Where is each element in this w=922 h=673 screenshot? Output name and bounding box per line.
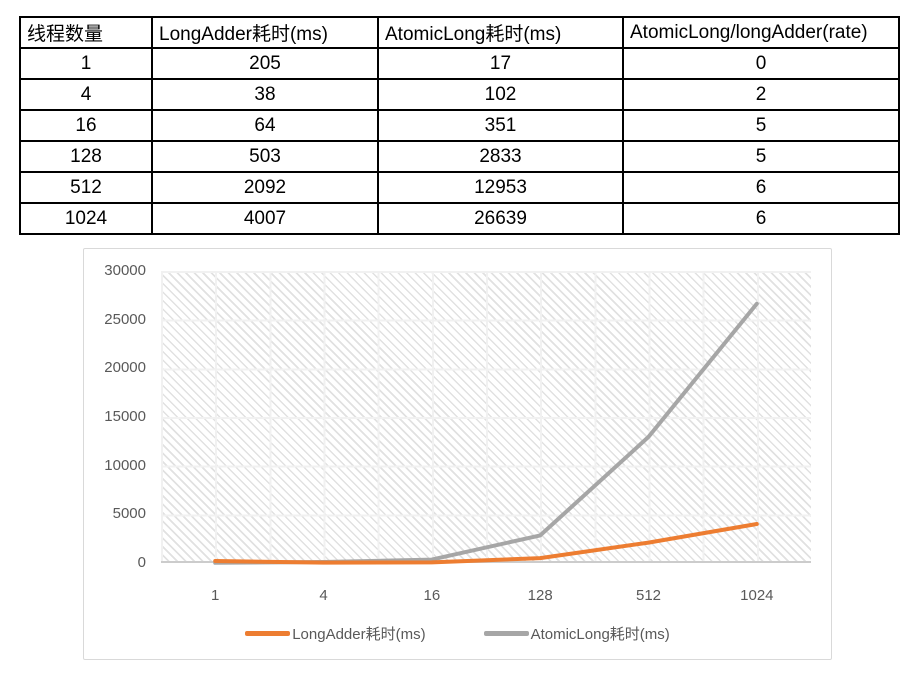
table-cell: 503 [151,140,379,173]
y-axis-tick-label: 30000 [104,262,146,279]
x-axis-tick-label: 1 [210,587,220,604]
legend-label-atomiclong: AtomicLong耗时(ms) [530,626,670,643]
table-cell: 64 [151,109,379,142]
table-row: 128 503 2833 5 [19,140,900,173]
y-axis-tick-label: 0 [137,554,146,571]
y-axis-tick-label: 15000 [104,408,146,425]
table-header-rate: AtomicLong/longAdder(rate) [622,16,900,49]
table-cell: 17 [377,47,624,80]
series-line-atomiclong [213,301,759,565]
series-line-longadder [213,522,759,565]
legend-line-swatch-longadder [245,631,291,636]
table-cell: 0 [622,47,900,80]
x-axis-tick-label: 4 [319,587,328,604]
table-head: 线程数量 LongAdder耗时(ms) AtomicLong耗时(ms) At… [19,16,900,49]
table-header-row: 线程数量 LongAdder耗时(ms) AtomicLong耗时(ms) At… [19,16,900,49]
table-header-threads: 线程数量 [19,16,153,49]
x-axis-tick-label: 16 [423,587,441,604]
table-cell: 6 [622,171,900,204]
table-cell: 1 [19,47,153,80]
y-axis-tick-label: 10000 [104,456,146,474]
table-cell: 1024 [19,202,153,235]
table-cell: 5 [622,140,900,173]
table-cell: 2833 [377,140,624,173]
table-cell: 128 [19,140,153,173]
benchmark-table: 线程数量 LongAdder耗时(ms) AtomicLong耗时(ms) At… [19,16,900,235]
table-cell: 16 [19,109,153,142]
table-cell: 4 [19,78,153,111]
plot-area-hatch-background [161,271,811,563]
table-cell: 5 [622,109,900,142]
table-cell: 6 [622,202,900,235]
table-body: 1 205 17 0 4 38 102 2 16 64 351 5 128 503 2833 5 512 2092… [19,47,900,235]
table-cell: 512 [19,171,153,204]
table-cell: 12953 [377,171,624,204]
table-cell: 38 [151,78,379,111]
line-chart: LongAdder耗时(ms) AtomicLong耗时(ms) 30000 250… [83,248,832,660]
table-cell: 2092 [151,171,379,204]
legend-line-swatch-atomiclong [483,631,529,636]
table-row: 1 205 17 0 [19,47,900,80]
table-cell: 4007 [151,202,379,235]
table-row: 4 38 102 2 [19,78,900,111]
table-row: 1024 4007 26639 6 [19,202,900,235]
table-cell: 102 [377,78,624,111]
legend-item-atomiclong: AtomicLong耗时(ms) [483,623,670,644]
x-axis-tick-label: 512 [635,587,662,604]
table-cell: 351 [377,109,624,142]
legend-label-longadder: LongAdder耗时(ms) [292,626,426,643]
y-axis-tick-label: 5000 [112,505,146,523]
legend-item-longadder: LongAdder耗时(ms) [245,623,426,644]
table-header-longadder: LongAdder耗时(ms) [151,16,379,49]
table-cell: 26639 [377,202,624,235]
table-cell: 205 [151,47,379,80]
plot-svg [213,301,759,565]
table-row: 16 64 351 5 [19,109,900,142]
table-header-atomiclong: AtomicLong耗时(ms) [377,16,624,49]
y-axis-tick-label: 20000 [104,359,146,377]
chart-legend: LongAdder耗时(ms) AtomicLong耗时(ms) [84,623,831,644]
table-row: 512 2092 12953 6 [19,171,900,204]
x-axis-tick-label: 128 [527,587,553,604]
x-axis-tick-label: 1024 [740,587,774,604]
table-cell: 2 [622,78,900,111]
y-axis-tick-label: 25000 [104,310,146,328]
